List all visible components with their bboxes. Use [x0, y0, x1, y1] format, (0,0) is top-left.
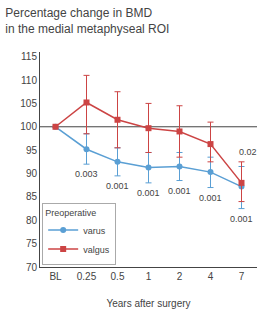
svg-text:2: 2 — [177, 271, 183, 282]
svg-text:115: 115 — [21, 51, 37, 62]
svg-text:7: 7 — [239, 271, 245, 282]
svg-text:1: 1 — [146, 271, 152, 282]
svg-text:100: 100 — [20, 121, 37, 132]
svg-text:BL: BL — [49, 271, 62, 282]
svg-text:0.001: 0.001 — [106, 181, 129, 191]
svg-text:varus: varus — [83, 226, 106, 236]
svg-text:4: 4 — [208, 271, 214, 282]
svg-text:90: 90 — [26, 168, 38, 179]
svg-text:0.001: 0.001 — [230, 214, 253, 224]
svg-text:105: 105 — [20, 98, 37, 109]
svg-text:0.25: 0.25 — [77, 271, 97, 282]
svg-text:0.5: 0.5 — [111, 271, 125, 282]
svg-text:85: 85 — [26, 191, 38, 202]
svg-text:0.001: 0.001 — [137, 188, 160, 198]
svg-text:0.003: 0.003 — [75, 169, 98, 179]
svg-text:valgus: valgus — [83, 245, 110, 255]
svg-text:0.001: 0.001 — [199, 193, 222, 203]
svg-text:70: 70 — [26, 262, 38, 273]
svg-text:0.001: 0.001 — [168, 186, 191, 196]
svg-text:75: 75 — [26, 238, 38, 249]
svg-text:Preoperative: Preoperative — [45, 208, 96, 218]
svg-text:95: 95 — [26, 145, 38, 156]
svg-text:80: 80 — [26, 215, 38, 226]
svg-text:Years after surgery: Years after surgery — [106, 298, 190, 309]
svg-text:Percentage change in BMDin the: Percentage change in BMDin the medial me… — [5, 6, 169, 36]
svg-text:110: 110 — [21, 75, 37, 86]
svg-text:0.02: 0.02 — [239, 147, 257, 157]
